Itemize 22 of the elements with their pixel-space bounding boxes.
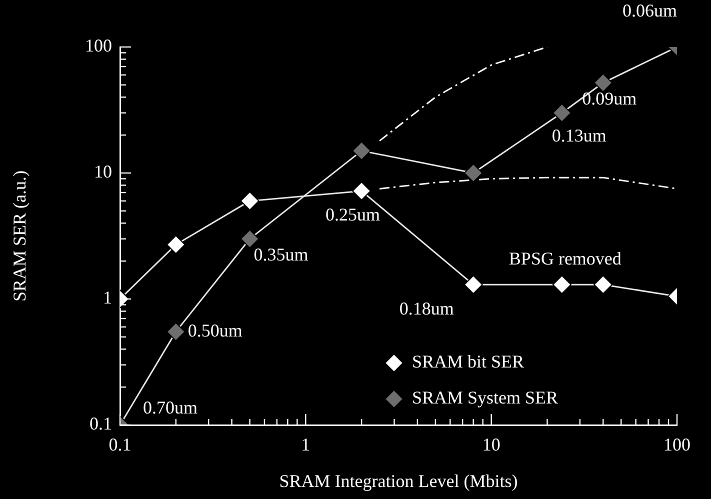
legend-label: SRAM System SER [412, 388, 558, 408]
annotation: 0.35um [254, 244, 308, 265]
x-axis-title: SRAM Integration Level (Mbits) [279, 470, 518, 491]
line-series [378, 47, 548, 142]
x-tick-label: 0.1 [108, 434, 132, 455]
legend-label: SRAM bit SER [412, 352, 524, 372]
y-axis-title: SRAM SER (a.u.) [10, 170, 30, 302]
y-tick-label: 1 [103, 288, 112, 308]
y-tick-label: 100 [85, 36, 112, 56]
x-tick-label: 10 [482, 434, 500, 455]
annotation: BPSG removed [508, 248, 622, 268]
y-tick-label: 0.1 [90, 414, 112, 434]
annotation: 0.18um [399, 298, 454, 318]
x-tick-label: 1 [301, 434, 310, 455]
annotation: 0.50um [188, 320, 242, 340]
annotation: 0.09um [582, 88, 637, 109]
annotation: 0.06um [622, 0, 677, 21]
annotation: 0.70um [143, 398, 198, 418]
annotation: 0.13um [552, 126, 606, 146]
annotation: 0.25um [326, 204, 380, 225]
x-tick-label: 100 [664, 434, 690, 455]
y-tick-label: 10 [94, 162, 112, 182]
